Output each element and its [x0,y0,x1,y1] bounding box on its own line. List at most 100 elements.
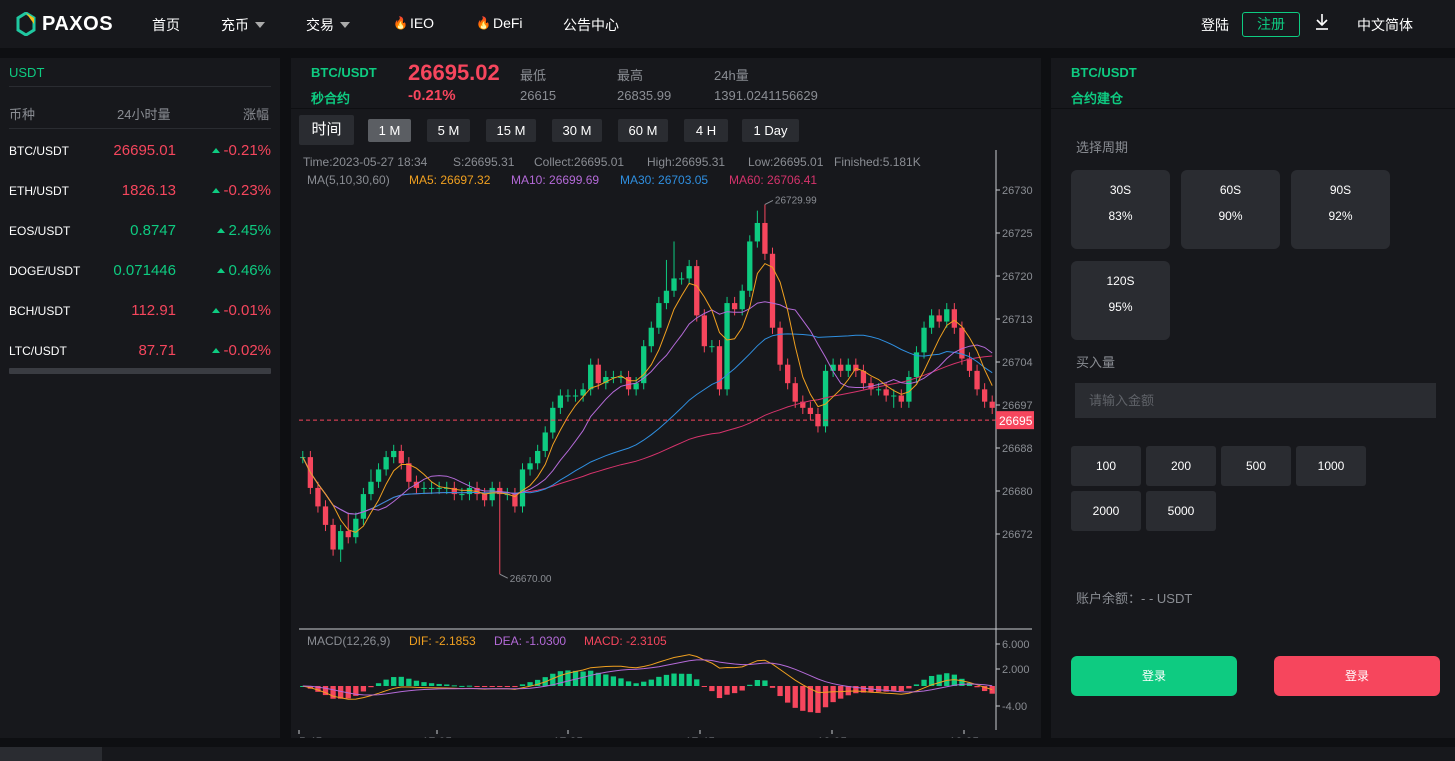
macd-bar [588,670,594,686]
order-subtitle: 合约建仓 [1071,91,1124,106]
quick-amount-100[interactable]: 100 [1071,446,1141,486]
period-option-90s[interactable]: 90S 92% [1291,170,1390,249]
period-option-30s[interactable]: 30S 83% [1071,170,1170,249]
candle-body [883,389,889,396]
interval-4h[interactable]: 4 H [684,119,728,142]
nav-home[interactable]: 首页 [152,15,180,35]
period-time: 30S [1109,183,1132,197]
macd-bar [928,675,935,686]
price-tick-label: 26713 [1002,314,1033,326]
logo[interactable]: PAXOS [16,10,113,38]
info-time: Time:2023-05-27 18:34 [303,155,428,169]
low-value: 26615 [520,88,557,103]
macd-bar [527,682,533,686]
arrow-up-icon [217,228,226,233]
candle-body [353,518,359,538]
buy-login-button[interactable]: 登录 [1071,656,1237,696]
nav-defi[interactable]: 🔥 DeFi [476,15,523,31]
language-selector[interactable]: 中文简体 [1357,17,1413,33]
ma10-value: MA10: 26699.69 [511,173,599,187]
market-symbol: DOGE/USDT [9,264,81,278]
period-option-60s[interactable]: 60S 90% [1181,170,1280,249]
macd-bar [315,686,321,692]
candle-body [936,315,942,322]
interval-1day[interactable]: 1 Day [742,119,799,142]
nav-announcements-label: 公告中心 [563,17,619,33]
market-symbol: ETH/USDT [9,184,69,198]
market-row[interactable]: EOS/USDT 0.8747 2.45% [9,214,271,254]
candle-body [603,377,609,384]
period-option-120s[interactable]: 120S 95% [1071,261,1170,340]
market-row[interactable]: BCH/USDT 112.91 -0.01% [9,294,271,334]
horizontal-scrollbar[interactable] [9,368,271,374]
bottom-scrollbar-thumb[interactable] [0,747,102,761]
candle-body [330,524,336,550]
candle-body [466,487,473,495]
candle-body [769,253,776,328]
quick-amount-500[interactable]: 500 [1221,446,1291,486]
macd-bar [853,686,859,694]
macd-bar [648,679,654,686]
time-tick-label: 17:25 [553,735,583,738]
kline-chart[interactable]: Time:2023-05-27 18:34 S:26695.31 Collect:2… [291,150,1041,738]
market-change: -0.01% [212,302,271,319]
interval-30m[interactable]: 30 M [552,119,602,142]
period-time: 90S [1329,183,1352,197]
macd-bar [663,674,670,686]
interval-1m[interactable]: 1 M [368,119,411,142]
candle-body [413,481,420,488]
account-balance: 账户余额：- - USDT [1076,591,1193,606]
macd-bar [951,674,957,686]
market-row[interactable]: LTC/USDT 87.71 -0.02% [9,334,271,374]
register-button[interactable]: 注册 [1242,12,1300,37]
amount-input[interactable] [1075,383,1436,418]
quick-amount-200[interactable]: 200 [1146,446,1216,486]
market-change-value: -0.01% [223,302,271,319]
macd-bar [519,684,526,686]
market-symbol: EOS/USDT [9,224,71,238]
nav-deposit[interactable]: 充币 [221,15,265,35]
macd-bar [641,681,647,686]
macd-bar [565,670,571,686]
nav-trade[interactable]: 交易 [306,15,350,35]
market-row[interactable]: ETH/USDT 1826.13 -0.23% [9,174,271,214]
market-tab-usdt[interactable]: USDT [9,65,45,80]
interval-60m[interactable]: 60 M [618,119,668,142]
arrow-up-icon [212,348,221,353]
order-pair: BTC/USDT [1071,65,1137,80]
macd-bar [497,686,503,687]
macd-bar [709,686,715,692]
macd-bar [913,684,920,686]
candle-body [489,487,495,501]
macd-bar [444,684,450,686]
macd-bar [625,681,632,686]
macd-bar [815,686,821,713]
macd-bar [322,686,329,696]
nav-announcements[interactable]: 公告中心 [563,15,619,35]
login-link[interactable]: 登陆 [1201,17,1229,33]
nav-ieo[interactable]: 🔥 IEO [393,15,434,31]
market-row[interactable]: DOGE/USDT 0.071446 0.46% [9,254,271,294]
quick-amount-2000[interactable]: 2000 [1071,491,1141,531]
candle-body [981,389,988,402]
macd-bar [557,671,564,686]
download-icon[interactable] [1314,12,1330,32]
interval-time[interactable]: 时间 [299,115,354,145]
macd-bar [678,673,685,686]
market-change-value: 0.46% [228,262,271,279]
market-change: 0.46% [217,262,271,279]
macd-bar [413,680,420,686]
order-panel: BTC/USDT 合约建仓 选择周期 30S 83% 60S 90% 90S 9… [1051,58,1455,738]
info-collect: Collect:26695.01 [534,155,624,169]
macd-dea: DEA: -1.0300 [494,634,566,648]
interval-15m[interactable]: 15 M [486,119,536,142]
macd-bar [330,686,336,699]
market-row[interactable]: BTC/USDT 26695.01 -0.21% [9,134,271,174]
macd-bar [459,685,465,687]
quick-amount-1000[interactable]: 1000 [1296,446,1366,486]
candle-body [375,469,382,482]
interval-5m[interactable]: 5 M [427,119,470,142]
quick-amount-5000[interactable]: 5000 [1146,491,1216,531]
sell-login-button[interactable]: 登录 [1274,656,1440,696]
candle-body [565,395,571,397]
